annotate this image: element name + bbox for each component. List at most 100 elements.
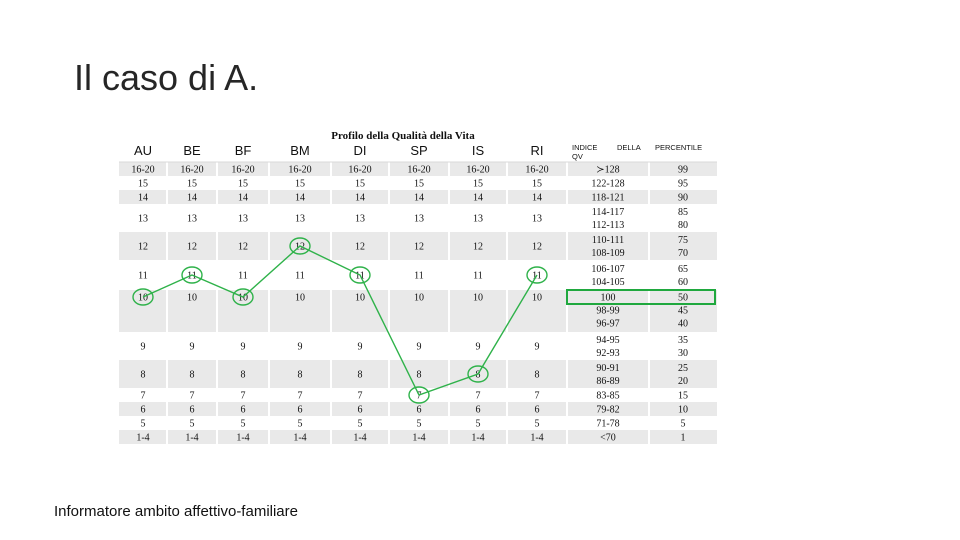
score-cell: 1-4 [412,433,425,444]
selected-score-circle-au [132,288,154,306]
score-cell: 10 [355,293,365,304]
score-cell: 14 [238,193,248,204]
index-header: DELLA [617,143,641,152]
score-cell: 10 [532,293,542,304]
index-header: QV [572,152,583,161]
score-cell: 8 [241,370,246,381]
percentile-cell: 45 [678,306,688,317]
column-header-au: AU [134,143,152,158]
score-cell: 9 [190,342,195,353]
selected-score-circle-sp [408,386,430,404]
index-cell: 79-82 [596,405,619,416]
score-cell: 11 [473,271,483,282]
score-cell: 15 [187,179,197,190]
row-band [119,332,717,360]
percentile-cell: 10 [678,405,688,416]
percentile-cell: 50 [678,293,688,304]
score-cell: 9 [417,342,422,353]
index-cell: 90-91 [596,363,619,374]
percentile-cell: 65 [678,264,688,275]
selected-score-circle-be [181,266,203,284]
score-cell: 10 [238,293,248,304]
selected-index-highlight [566,289,716,305]
percentile-cell: 60 [678,277,688,288]
score-cell: 16-20 [466,165,489,176]
index-cell: 98-99 [596,306,619,317]
score-cell: 10 [138,293,148,304]
score-cell: 5 [241,419,246,430]
score-cell: 14 [138,193,148,204]
selected-score-circle-bm [289,237,311,255]
score-cell: 12 [187,242,197,253]
score-cell: 16-20 [288,165,311,176]
percentile-cell: 30 [678,348,688,359]
slide-title: Il caso di A. [74,57,259,98]
index-cell: 94-95 [596,335,619,346]
index-cell: 112-113 [592,220,625,231]
score-cell: 13 [532,214,542,225]
score-cell: 6 [476,405,481,416]
score-cell: 6 [141,405,146,416]
score-cell: 8 [190,370,195,381]
score-cell: 14 [295,193,305,204]
score-cell: 16-20 [407,165,430,176]
score-cell: 11 [138,271,148,282]
score-cell: 10 [295,293,305,304]
score-cell: 16-20 [348,165,371,176]
row-band [119,204,717,232]
score-cell: 1-4 [185,433,198,444]
score-cell: 10 [414,293,424,304]
score-cell: 11 [238,271,248,282]
score-cell: 9 [241,342,246,353]
score-cell: 15 [238,179,248,190]
score-cell: 10 [187,293,197,304]
score-cell: 15 [138,179,148,190]
index-cell: 118-121 [592,193,625,204]
percentile-cell: 90 [678,193,688,204]
score-cell: 5 [476,419,481,430]
score-cell: 16-20 [180,165,203,176]
percentile-header: PERCENTILE [655,143,702,152]
index-cell: 106-107 [591,264,624,275]
index-cell: 71-78 [596,419,619,430]
percentile-cell: 35 [678,335,688,346]
index-cell: 96-97 [596,319,619,330]
percentile-cell: 85 [678,207,688,218]
score-cell: 5 [190,419,195,430]
score-cell: 16-20 [131,165,154,176]
score-cell: 7 [241,391,246,402]
selected-score-circle-ri [526,266,548,284]
score-cell: 7 [476,391,481,402]
index-cell: 108-109 [591,248,624,259]
column-header-bf: BF [235,143,252,158]
score-cell: 7 [190,391,195,402]
column-header-ri: RI [531,143,544,158]
index-cell: 86-89 [596,376,619,387]
score-cell: 9 [298,342,303,353]
score-cell: 12 [295,242,305,253]
percentile-cell: 5 [681,419,686,430]
score-cell: 13 [138,214,148,225]
score-cell: 14 [473,193,483,204]
index-cell: 110-111 [592,235,624,246]
percentile-cell: 1 [681,433,686,444]
slide-caption: Informatore ambito affettivo-familiare [54,503,298,520]
percentile-cell: 80 [678,220,688,231]
score-cell: 14 [355,193,365,204]
index-cell: ≻128 [596,165,619,176]
column-header-is: IS [472,143,485,158]
score-cell: 6 [190,405,195,416]
score-cell: 9 [476,342,481,353]
score-cell: 6 [241,405,246,416]
score-cell: 8 [476,370,481,381]
table-title: Profilo della Qualità della Vita [331,130,475,142]
score-cell: 12 [414,242,424,253]
score-cell: 7 [417,391,422,402]
score-cell: 11 [187,271,197,282]
score-cell: 13 [355,214,365,225]
score-cell: 12 [532,242,542,253]
percentile-cell: 25 [678,363,688,374]
quality-of-life-profile-table: Profilo della Qualità della Vita AU BE BF B… [119,126,717,444]
row-band [119,260,717,290]
score-cell: 15 [295,179,305,190]
